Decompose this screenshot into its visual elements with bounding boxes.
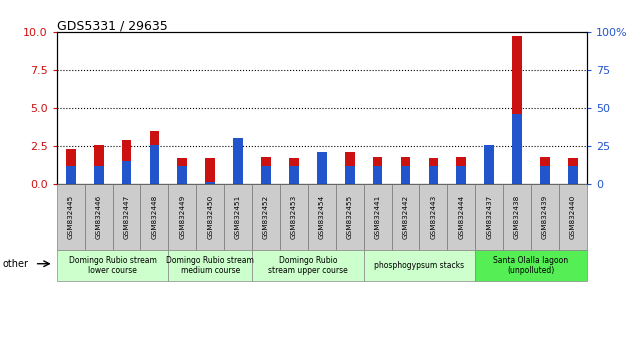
Text: Domingo Rubio stream
medium course: Domingo Rubio stream medium course (167, 256, 254, 275)
Bar (568, 166, 578, 184)
Text: phosphogypsum stacks: phosphogypsum stacks (374, 261, 464, 270)
Text: GSM832452: GSM832452 (263, 195, 269, 239)
Bar (485, 152, 494, 184)
Bar (373, 166, 382, 184)
Bar (540, 157, 550, 184)
Text: GSM832449: GSM832449 (179, 195, 186, 239)
Bar (205, 182, 215, 184)
Bar (94, 144, 103, 184)
Bar (317, 157, 327, 184)
Text: Santa Olalla lagoon
(unpolluted): Santa Olalla lagoon (unpolluted) (493, 256, 569, 275)
Bar (233, 138, 243, 184)
Text: GSM832448: GSM832448 (151, 195, 157, 239)
Text: Domingo Rubio stream
lower course: Domingo Rubio stream lower course (69, 256, 156, 275)
Bar (401, 166, 410, 184)
Text: GDS5331 / 29635: GDS5331 / 29635 (57, 19, 168, 33)
Bar (317, 152, 327, 184)
Bar (401, 157, 410, 184)
Text: GSM832446: GSM832446 (96, 195, 102, 239)
Bar (177, 158, 187, 184)
Bar (289, 158, 299, 184)
Bar (345, 152, 355, 184)
Text: GSM832438: GSM832438 (514, 195, 520, 239)
Bar (177, 166, 187, 184)
Text: GSM832445: GSM832445 (68, 195, 74, 239)
Bar (456, 166, 466, 184)
Bar (261, 166, 271, 184)
Text: GSM832453: GSM832453 (291, 195, 297, 239)
Text: GSM832443: GSM832443 (430, 195, 437, 239)
Bar (485, 144, 494, 184)
Bar (66, 149, 76, 184)
Bar (261, 157, 271, 184)
Bar (345, 166, 355, 184)
Bar (66, 166, 76, 184)
Bar (122, 161, 131, 184)
Text: GSM832437: GSM832437 (487, 195, 492, 239)
Text: other: other (3, 259, 28, 269)
Text: GSM832439: GSM832439 (542, 195, 548, 239)
Bar (568, 158, 578, 184)
Bar (289, 166, 299, 184)
Bar (94, 166, 103, 184)
Bar (512, 114, 522, 184)
Bar (428, 158, 439, 184)
Text: GSM832441: GSM832441 (375, 195, 380, 239)
Text: GSM832447: GSM832447 (124, 195, 129, 239)
Bar (540, 166, 550, 184)
Bar (428, 166, 439, 184)
Text: GSM832440: GSM832440 (570, 195, 576, 239)
Bar (205, 158, 215, 184)
Bar (233, 138, 243, 184)
Bar (512, 36, 522, 184)
Bar (150, 131, 159, 184)
Text: GSM832451: GSM832451 (235, 195, 241, 239)
Text: GSM832455: GSM832455 (346, 195, 353, 239)
Text: GSM832442: GSM832442 (403, 195, 408, 239)
Bar (456, 157, 466, 184)
Text: GSM832450: GSM832450 (207, 195, 213, 239)
Bar (373, 157, 382, 184)
Bar (150, 144, 159, 184)
Text: GSM832454: GSM832454 (319, 195, 325, 239)
Text: Domingo Rubio
stream upper course: Domingo Rubio stream upper course (268, 256, 348, 275)
Text: GSM832444: GSM832444 (458, 195, 464, 239)
Bar (122, 140, 131, 184)
